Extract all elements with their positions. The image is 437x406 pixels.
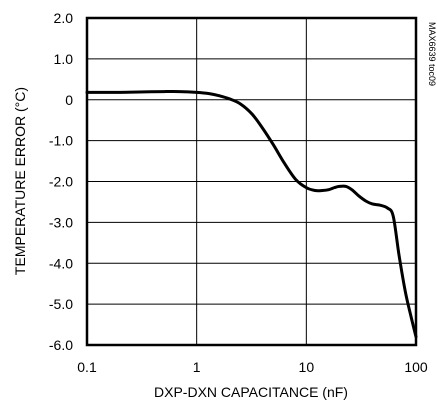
- series-layer: [85, 89, 418, 339]
- chart-code-label: MAX6639 toc09: [427, 22, 437, 86]
- x-tick-label: 1: [193, 359, 201, 375]
- y-tick-label: -2.0: [49, 174, 73, 190]
- y-axis-title: TEMPERATURE ERROR (°C): [12, 87, 28, 275]
- y-tick-label: 2.0: [54, 10, 74, 26]
- temperature-error-curve: [85, 89, 418, 339]
- y-tick-label: -3.0: [49, 214, 73, 230]
- y-tick-label: -6.0: [49, 337, 73, 353]
- x-tick-label: 0.1: [77, 359, 97, 375]
- y-tick-label: 1.0: [54, 51, 74, 67]
- x-axis-title: DXP-DXN CAPACITANCE (nF): [154, 384, 348, 400]
- grid: [87, 18, 416, 345]
- y-tick-label: -1.0: [49, 133, 73, 149]
- x-tick-label: 100: [404, 359, 428, 375]
- x-tick-label: 10: [299, 359, 315, 375]
- y-tick-label: -4.0: [49, 255, 73, 271]
- tick-labels: 2.0 1.0 0 -1.0 -2.0 -3.0 -4.0 -5.0 -6.00.1 1 10 100: [49, 10, 428, 375]
- plot-frame: [85, 16, 418, 347]
- y-tick-label: -5.0: [49, 296, 73, 312]
- y-tick-label: 0: [65, 92, 73, 108]
